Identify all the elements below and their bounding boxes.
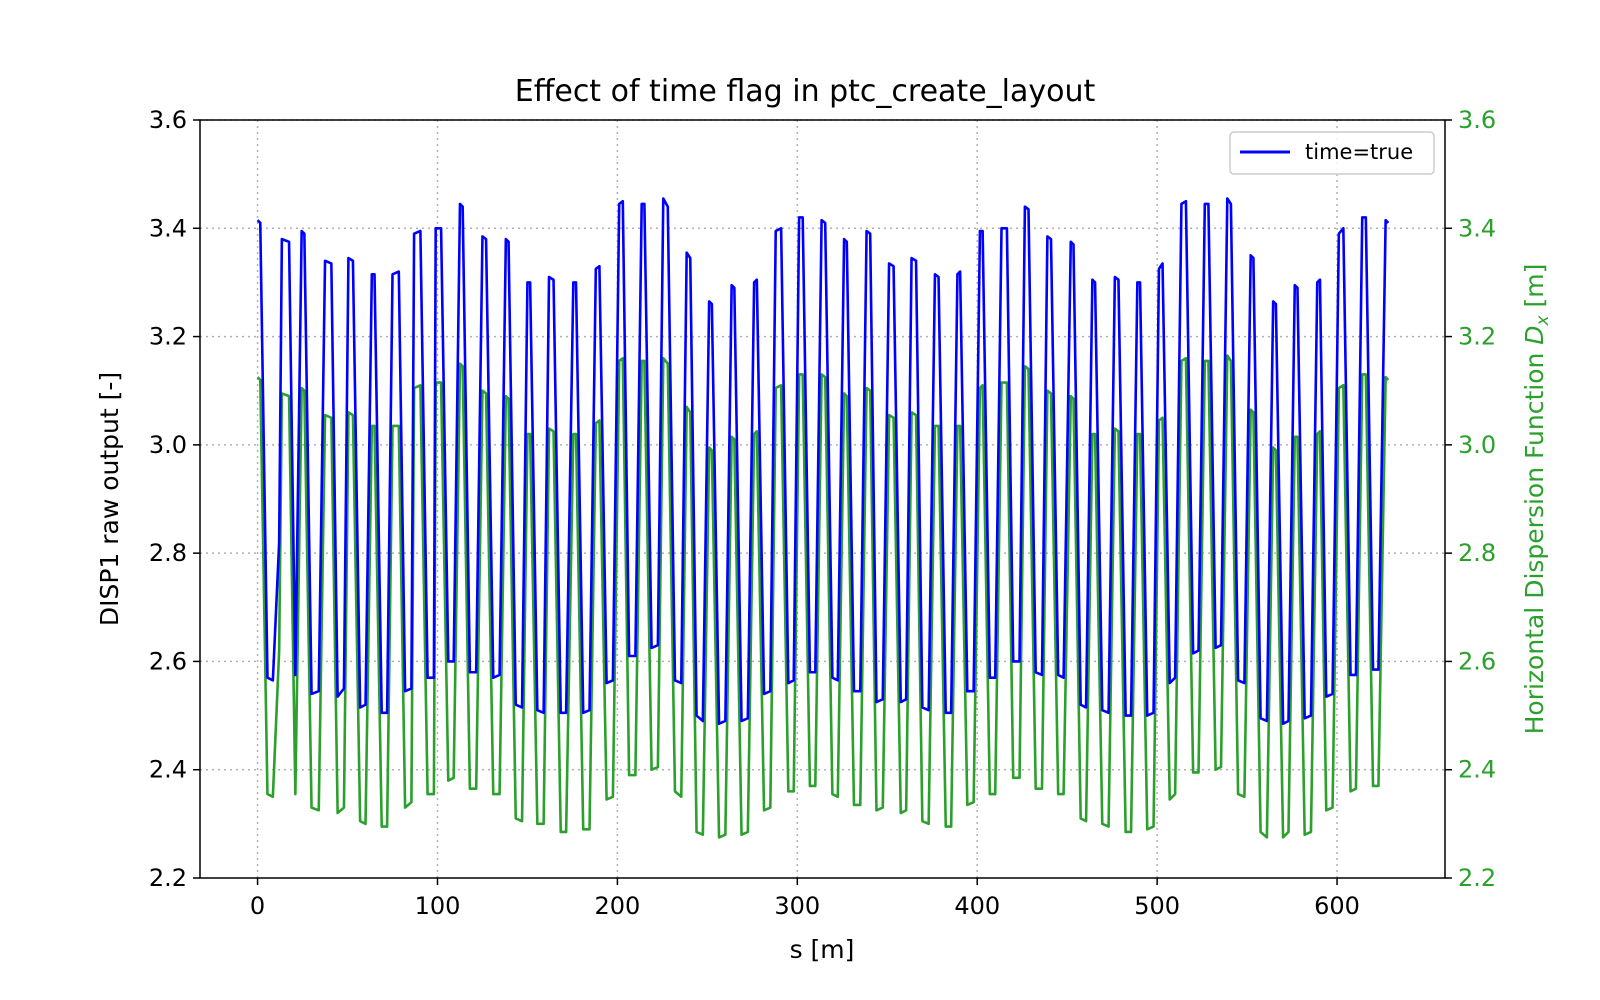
legend-box [1229,131,1435,175]
y-left-tick-label: 3.0 [149,431,187,459]
y-right-tick-label: 3.6 [1458,106,1496,134]
y-right-tick-label: 3.4 [1458,214,1496,242]
legend: time=true [1229,131,1435,175]
y-left-tick-label: 3.2 [149,323,187,351]
y-axis-right-label: Horizontal Dispersion Function Dx [m] [1520,264,1553,735]
y-axis-right-label-suffix: [m] [1520,264,1549,316]
x-tick-label: 0 [250,892,265,920]
x-tick-label: 300 [774,892,820,920]
y-right-tick-label: 3.0 [1458,431,1496,459]
x-axis: 0 100 200 300 400 500 600 [250,878,1360,920]
y-axis-left-label: DISP1 raw output [-] [95,372,124,626]
y-left-tick-label: 2.6 [149,647,187,675]
y-axis-right: 2.2 2.4 2.6 2.8 3.0 3.2 3.4 3.6 [1445,106,1496,892]
legend-label-time-true: time=true [1305,140,1413,164]
y-axis-right-label-subscript: x [1533,314,1553,326]
y-axis-right-label-prefix: Horizontal Dispersion Function [1520,345,1549,735]
y-right-tick-label: 2.8 [1458,539,1496,567]
x-tick-label: 400 [954,892,1000,920]
y-axis-right-label-symbol: D [1520,325,1549,344]
x-tick-label: 100 [415,892,461,920]
y-left-tick-label: 3.4 [149,214,187,242]
y-axis-left: 2.2 2.4 2.6 2.8 3.0 3.2 3.4 3.6 [149,106,200,892]
y-left-tick-label: 2.8 [149,539,187,567]
y-right-tick-label: 2.6 [1458,647,1496,675]
y-left-tick-label: 3.6 [149,106,187,134]
series-layer [256,197,1390,839]
series-line-dispersion [256,354,1390,839]
y-left-tick-label: 2.2 [149,864,187,892]
x-axis-label: s [m] [790,935,855,964]
y-right-tick-label: 3.2 [1458,323,1496,351]
plot-frame [199,119,1446,879]
y-left-tick-label: 2.4 [149,756,187,784]
x-tick-label: 500 [1134,892,1180,920]
chart-title: Effect of time flag in ptc_create_layout [515,74,1096,109]
series-line-time-true [256,197,1390,725]
y-right-tick-label: 2.4 [1458,756,1496,784]
y-right-tick-label: 2.2 [1458,864,1496,892]
x-tick-label: 600 [1314,892,1360,920]
x-tick-label: 200 [594,892,640,920]
